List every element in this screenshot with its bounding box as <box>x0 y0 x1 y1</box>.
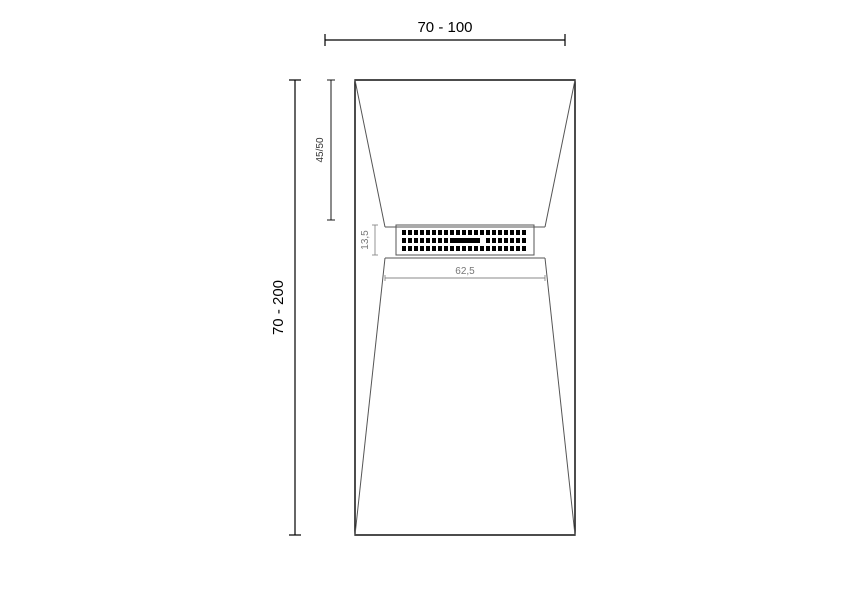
dim-left-label: 70 - 200 <box>270 280 287 335</box>
tray-outline <box>355 80 575 535</box>
diagram-svg: 70 - 100 70 - 200 45/50 13,5 62,5 <box>0 0 865 600</box>
dim-top-label: 70 - 100 <box>417 19 472 36</box>
dim-topsection-label: 45/50 <box>315 137 326 162</box>
technical-diagram: 70 - 100 70 - 200 45/50 13,5 62,5 <box>0 0 865 600</box>
dim-drain-w-label: 62,5 <box>455 266 475 277</box>
dim-drain-h-label: 13,5 <box>360 230 371 250</box>
